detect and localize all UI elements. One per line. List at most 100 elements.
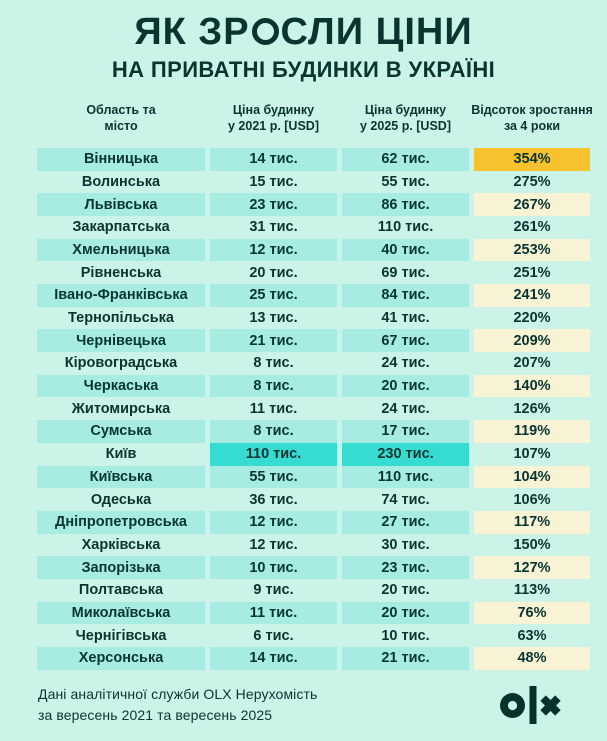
price-2025-cell: 20 тис. xyxy=(381,582,430,599)
region-cell: Київ xyxy=(105,446,137,463)
price-2021-cell: 12 тис. xyxy=(210,510,337,534)
price-2021-cell: 110 тис. xyxy=(210,442,337,466)
olx-letter-o xyxy=(500,693,525,718)
growth-cell: 267% xyxy=(474,193,590,216)
price-2025-cell: 30 тис. xyxy=(381,536,430,553)
price-2021-cell: 25 тис. xyxy=(210,284,337,307)
table-row: Миколаївська 11 тис. 20 тис. 76% xyxy=(37,601,607,625)
table-row: Рівненська 20 тис. 69 тис. 251% xyxy=(37,261,607,284)
price-2021-cell: 14 тис. xyxy=(210,147,337,171)
price-2021-cell: 11 тис. xyxy=(210,601,337,625)
table-row: Київ 110 тис. 230 тис. 107% xyxy=(37,442,607,466)
region-cell: Харківська xyxy=(81,536,161,553)
growth-cell: 209% xyxy=(474,329,590,353)
table-row: Кіровоградська 8 тис. 24 тис. 207% xyxy=(37,352,607,375)
source-note-line1: Дані аналітичної служби OLX Нерухомість xyxy=(38,686,318,703)
price-2021-cell: 8 тис. xyxy=(253,355,294,372)
table-row: Полтавська 9 тис. 20 тис. 113% xyxy=(37,579,607,602)
table-row: Київська 55 тис. 110 тис. 104% xyxy=(37,465,607,489)
stylized-o-ring: О xyxy=(251,18,279,45)
price-2025-cell: 69 тис. xyxy=(381,264,430,281)
growth-cell: 76% xyxy=(474,601,590,625)
price-2021-cell: 12 тис. xyxy=(249,536,298,553)
price-2021-cell: 14 тис. xyxy=(210,647,337,670)
region-cell: Чернівецька xyxy=(37,329,205,353)
olx-letter-l xyxy=(529,686,537,724)
price-2025-cell: 110 тис. xyxy=(377,219,434,236)
price-2025-cell: 23 тис. xyxy=(342,556,469,579)
price-2021-cell: 10 тис. xyxy=(210,556,337,579)
growth-cell: 261% xyxy=(513,219,551,236)
growth-cell: 63% xyxy=(517,627,547,644)
price-2021-cell: 15 тис. xyxy=(249,173,298,190)
table-row: Запорізька 10 тис. 23 тис. 127% xyxy=(37,556,607,579)
region-cell: Запорізька xyxy=(37,556,205,579)
growth-cell: 275% xyxy=(513,173,551,190)
price-2021-cell: 9 тис. xyxy=(253,582,294,599)
table-row: Харківська 12 тис. 30 тис. 150% xyxy=(37,534,607,557)
growth-cell: 150% xyxy=(513,536,551,553)
table-row: Одеська 36 тис. 74 тис. 106% xyxy=(37,488,607,511)
region-cell: Львівська xyxy=(37,193,205,216)
table-row: Волинська 15 тис. 55 тис. 275% xyxy=(37,171,607,194)
table-row: Тернопільська 13 тис. 41 тис. 220% xyxy=(37,307,607,330)
region-cell: Хмельницька xyxy=(37,238,205,262)
region-cell: Черкаська xyxy=(37,374,205,398)
table-body: Вінницька 14 тис. 62 тис. 354% Волинська 15 т… xyxy=(0,147,607,670)
price-2021-cell: 11 тис. xyxy=(249,400,298,417)
growth-cell: 127% xyxy=(474,556,590,579)
region-cell: Сумська xyxy=(37,420,205,443)
region-cell: Волинська xyxy=(81,173,161,190)
page-subtitle: НА ПРИВАТНІ БУДИНКИ В УКРАЇНІ xyxy=(111,56,496,82)
growth-cell: 253% xyxy=(474,238,590,262)
price-2021-cell: 23 тис. xyxy=(210,193,337,216)
source-note: Дані аналітичної служби OLX Нерухомість … xyxy=(38,684,317,725)
growth-cell: 48% xyxy=(474,647,590,670)
price-2025-cell: 41 тис. xyxy=(381,310,430,327)
price-2025-cell: 84 тис. xyxy=(342,284,469,307)
table-row: Черкаська 8 тис. 20 тис. 140% xyxy=(37,374,607,398)
region-cell: Кіровоградська xyxy=(64,355,178,372)
table-row: Івано-Франківська 25 тис. 84 тис. 241% xyxy=(37,284,607,307)
price-2025-cell: 67 тис. xyxy=(342,329,469,353)
price-2021-cell: 20 тис. xyxy=(249,264,298,281)
olx-logo xyxy=(500,686,561,724)
title-part2: СЛИ ЦІНИ xyxy=(280,11,473,53)
table-row: Житомирська 11 тис. 24 тис. 126% xyxy=(37,397,607,420)
table-row: Вінницька 14 тис. 62 тис. 354% xyxy=(37,147,607,171)
growth-cell: 220% xyxy=(513,310,551,327)
growth-cell: 107% xyxy=(513,446,551,463)
price-2021-cell: 55 тис. xyxy=(210,465,337,489)
price-2025-cell: 24 тис. xyxy=(381,355,430,372)
price-2025-cell: 62 тис. xyxy=(342,147,469,171)
price-2025-cell: 74 тис. xyxy=(381,491,430,508)
region-cell: Івано-Франківська xyxy=(37,284,205,307)
table-header: Область та місто Ціна будинку у 2021 р. … xyxy=(0,102,607,135)
growth-cell: 354% xyxy=(474,147,590,171)
olx-letter-x xyxy=(540,695,561,716)
region-cell: Житомирська xyxy=(71,400,171,417)
growth-cell: 207% xyxy=(513,355,551,372)
column-header-price-2025: Ціна будинку у 2025 р. [USD] xyxy=(359,102,451,134)
growth-cell: 126% xyxy=(513,400,551,417)
growth-cell: 119% xyxy=(474,420,590,443)
price-2025-cell: 21 тис. xyxy=(342,647,469,670)
table-row: Чернівецька 21 тис. 67 тис. 209% xyxy=(37,329,607,353)
region-cell: Чернігівська xyxy=(75,627,167,644)
column-header-region: Область та місто xyxy=(86,102,156,134)
price-2021-cell: 13 тис. xyxy=(249,310,298,327)
table-row: Закарпатська 31 тис. 110 тис. 261% xyxy=(37,216,607,239)
table-row: Дніпропетровська 12 тис. 27 тис. 117% xyxy=(37,510,607,534)
price-2025-cell: 27 тис. xyxy=(342,510,469,534)
price-2021-cell: 6 тис. xyxy=(253,627,294,644)
source-note-line2: за вересень 2021 та вересень 2025 xyxy=(38,706,273,723)
price-2025-cell: 24 тис. xyxy=(381,400,430,417)
region-cell: Закарпатська xyxy=(72,219,170,236)
region-cell: Київська xyxy=(37,465,205,489)
price-2021-cell: 8 тис. xyxy=(210,374,337,398)
price-2025-cell: 20 тис. xyxy=(342,601,469,625)
table-row: Чернігівська 6 тис. 10 тис. 63% xyxy=(37,624,607,647)
price-2025-cell: 110 тис. xyxy=(342,465,469,489)
table-row: Сумська 8 тис. 17 тис. 119% xyxy=(37,420,607,443)
price-2021-cell: 12 тис. xyxy=(210,238,337,262)
